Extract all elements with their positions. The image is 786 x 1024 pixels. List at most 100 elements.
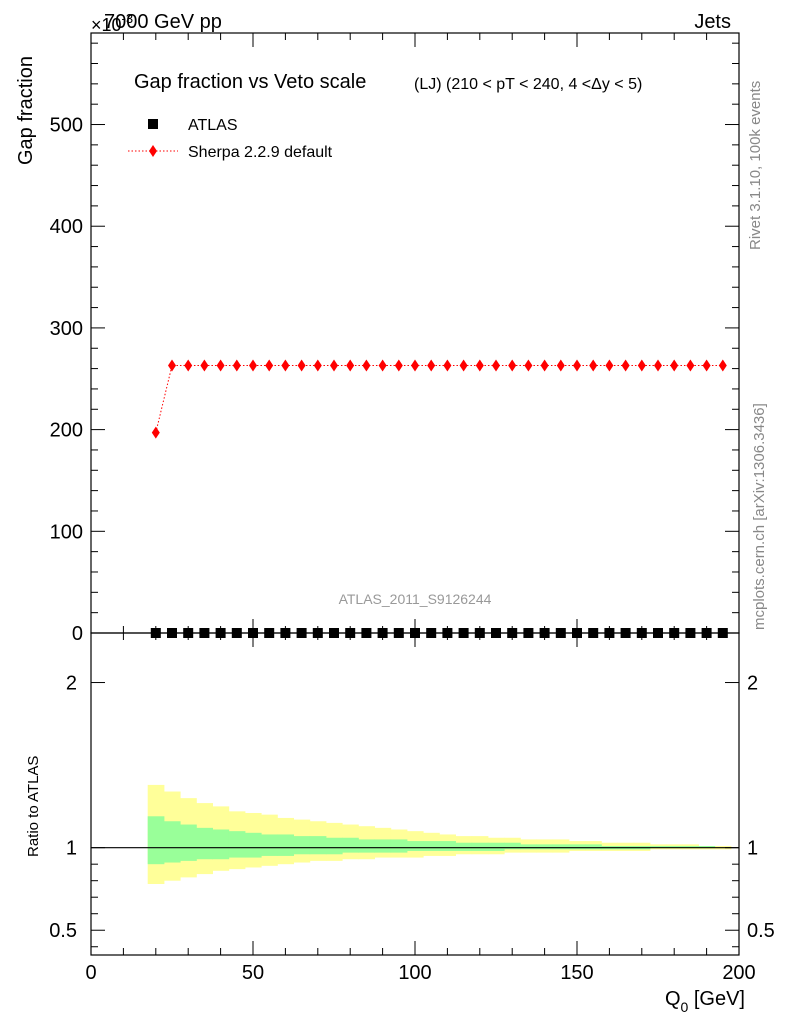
sherpa-point: [637, 359, 646, 372]
sherpa-point: [184, 359, 193, 372]
atlas-point: [264, 628, 275, 638]
sherpa-point: [411, 359, 419, 372]
ratio-band-stat: [277, 834, 294, 856]
legend-marker-sherpa: [149, 145, 157, 157]
ratio-band-stat: [293, 836, 311, 855]
atlas-point: [199, 628, 210, 638]
sherpa-point: [362, 359, 371, 372]
sherpa-point: [200, 359, 209, 372]
atlas-point: [685, 628, 696, 638]
sherpa-point: [168, 359, 176, 372]
atlas-point: [312, 628, 323, 638]
ratio-bands: [147, 784, 732, 884]
ratio-band-stat: [552, 844, 570, 850]
chart-subtitle: (LJ) (210 < pT < 240, 4 <Δy < 5): [414, 76, 642, 93]
atlas-point: [280, 628, 291, 638]
ratio-band-stat: [423, 841, 440, 851]
atlas-point: [442, 628, 453, 638]
ratio-band-stat: [585, 844, 602, 850]
ratio-band-stat: [504, 842, 521, 850]
main-y-tick-label: 300: [50, 318, 83, 340]
sherpa-point: [459, 359, 468, 372]
ratio-band-stat: [487, 842, 505, 851]
atlas-point: [231, 628, 242, 638]
atlas-point: [167, 628, 177, 638]
atlas-point: [183, 628, 194, 638]
sherpa-point: [556, 359, 565, 372]
ratio-y-tick-label-right: 2: [747, 673, 758, 695]
atlas-point: [426, 628, 437, 638]
atlas-point: [377, 628, 388, 638]
atlas-point: [588, 628, 599, 638]
sherpa-point: [378, 359, 387, 372]
sherpa-point: [265, 359, 274, 372]
atlas-point: [215, 628, 226, 638]
sherpa-point: [443, 359, 452, 372]
chart-title: Gap fraction vs Veto scale: [134, 71, 366, 93]
atlas-point: [474, 628, 485, 638]
sherpa-point: [589, 359, 598, 372]
analysis-watermark: ATLAS_2011_S9126244: [339, 591, 492, 607]
ratio-band-stat: [325, 837, 343, 855]
atlas-point: [491, 628, 501, 638]
x-axis-label: Q0 [GeV]: [665, 988, 745, 1015]
ratio-band-stat: [261, 834, 278, 856]
sherpa-point: [346, 359, 355, 372]
ratio-band-stat: [698, 846, 716, 848]
ratio-band-stat: [455, 842, 473, 851]
ratio-band-stat: [649, 846, 667, 848]
sherpa-point: [670, 359, 679, 372]
x-tick-label: 200: [722, 962, 755, 984]
ratio-band-stat: [666, 846, 683, 848]
main-y-tick-label: 0: [72, 623, 83, 645]
atlas-point: [410, 628, 420, 638]
atlas-point: [572, 628, 582, 638]
atlas-point: [636, 628, 647, 638]
ratio-band-stat: [180, 824, 197, 861]
ratio-band-stat: [309, 836, 327, 855]
sherpa-series-line: [155, 365, 723, 433]
sherpa-point: [508, 359, 517, 372]
sherpa-point: [216, 359, 225, 372]
ratio-band-stat: [568, 844, 586, 850]
atlas-point: [296, 628, 307, 638]
ratio-band-stat: [212, 829, 230, 860]
sherpa-point: [232, 359, 241, 372]
sherpa-point: [281, 359, 290, 372]
x-tick-label: 50: [242, 962, 264, 984]
main-y-tick-label: 200: [50, 420, 83, 442]
atlas-point: [523, 628, 534, 638]
atlas-point: [669, 628, 680, 638]
atlas-point: [361, 628, 372, 638]
atlas-point: [620, 628, 631, 638]
atlas-point: [345, 628, 356, 638]
atlas-point: [653, 628, 663, 638]
ratio-y-tick-label: 1: [66, 838, 77, 860]
ratio-y-tick-label-right: 0.5: [747, 920, 775, 942]
x-tick-label: 150: [560, 962, 593, 984]
ratio-band-stat: [342, 837, 359, 853]
data-series: [150, 359, 728, 638]
category-label: Jets: [694, 11, 731, 33]
atlas-point: [507, 628, 518, 638]
sherpa-point: [330, 359, 338, 372]
ratio-band-stat: [196, 827, 213, 860]
atlas-point: [555, 628, 566, 638]
axis-tick-labels: 0 100 200 300 400 500 0.5 0.5 1 1 2 2 0 50 100 150 200: [49, 115, 775, 984]
ratio-band-stat: [374, 839, 392, 853]
ratio-band-stat: [228, 831, 246, 858]
ratio-plot-frame: [90, 632, 740, 956]
main-y-tick-label: 500: [50, 115, 83, 137]
ratio-band-stat: [536, 844, 554, 850]
legend-marker-atlas: [148, 119, 158, 129]
rivet-version-label: Rivet 3.1.10, 100k events: [747, 81, 764, 250]
sherpa-point: [249, 359, 257, 372]
ratio-band-stat: [358, 839, 375, 853]
exponent-label: ×10-3: [91, 11, 133, 35]
sherpa-point: [524, 359, 533, 372]
sherpa-point: [475, 359, 484, 372]
ratio-band-stat: [439, 841, 456, 851]
ratio-band-stat: [406, 841, 424, 851]
legend: ATLAS Sherpa 2.2.9 default: [128, 117, 333, 161]
